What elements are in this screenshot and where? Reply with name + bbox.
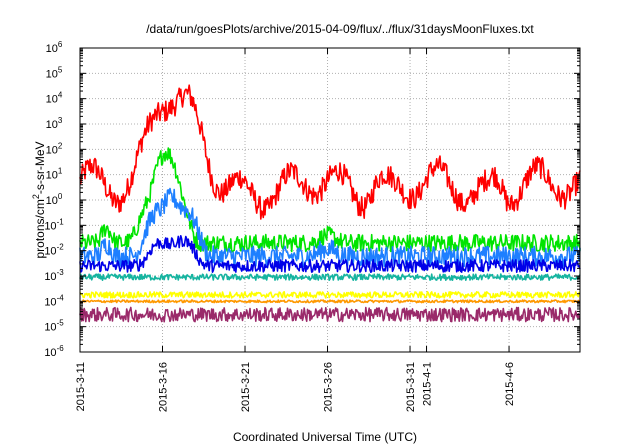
grid: [79, 48, 580, 352]
y-axis: 10-6 10-5 10-4 10-3 10-2 10-1 100 101 102 103 104 1…: [44, 40, 580, 359]
chart-title: /data/run/goesPlots/archive/2015-04-09/f…: [146, 22, 534, 36]
y-tick-label: 10-4: [44, 293, 64, 308]
series-group: [79, 84, 581, 323]
y-tick-label: 106: [46, 40, 63, 55]
series-line-light-blue: [79, 187, 581, 268]
y-axis-title-sup: 2: [31, 194, 41, 199]
y-axis-title-pre: protons/cm: [33, 199, 47, 258]
series-line-yellow: [79, 290, 581, 299]
x-tick-label: 2015-4-6: [504, 362, 516, 406]
y-tick-label: 105: [46, 65, 63, 80]
x-tick-label: 2015-3-26: [323, 362, 335, 412]
y-tick-label: 10-2: [44, 243, 64, 258]
y-axis-title: protons/cm2-s-sr-MeV: [31, 141, 47, 258]
series-line-purple: [79, 306, 581, 323]
x-tick-label: 2015-3-21: [240, 362, 252, 412]
series-line-teal: [79, 273, 581, 282]
x-tick-label: 2015-3-31: [405, 362, 417, 412]
y-tick-label: 10-6: [44, 344, 64, 359]
x-axis-title: Coordinated Universal Time (UTC): [233, 430, 417, 444]
x-axis: 2015-3-11 2015-3-16 2015-3-21 2015-3-26 2015…: [75, 48, 516, 412]
y-tick-label: 10-3: [44, 268, 64, 283]
series-line-orange: [79, 299, 581, 304]
y-axis-title-post: -s-sr-MeV: [33, 141, 47, 194]
y-tick-label: 100: [46, 192, 63, 207]
series-line-red: [79, 84, 581, 220]
x-tick-label: 2015-3-16: [158, 362, 170, 412]
y-tick-label: 104: [46, 91, 63, 106]
series-line-blue: [79, 235, 581, 274]
y-tick-label: 101: [46, 167, 63, 182]
y-tick-label: 102: [46, 141, 63, 156]
x-tick-label: 2015-4-1: [422, 362, 434, 406]
x-tick-label: 2015-3-11: [75, 362, 87, 411]
y-tick-label: 103: [46, 116, 63, 131]
y-tick-label: 10-1: [44, 217, 64, 232]
y-tick-label: 10-5: [44, 319, 64, 334]
